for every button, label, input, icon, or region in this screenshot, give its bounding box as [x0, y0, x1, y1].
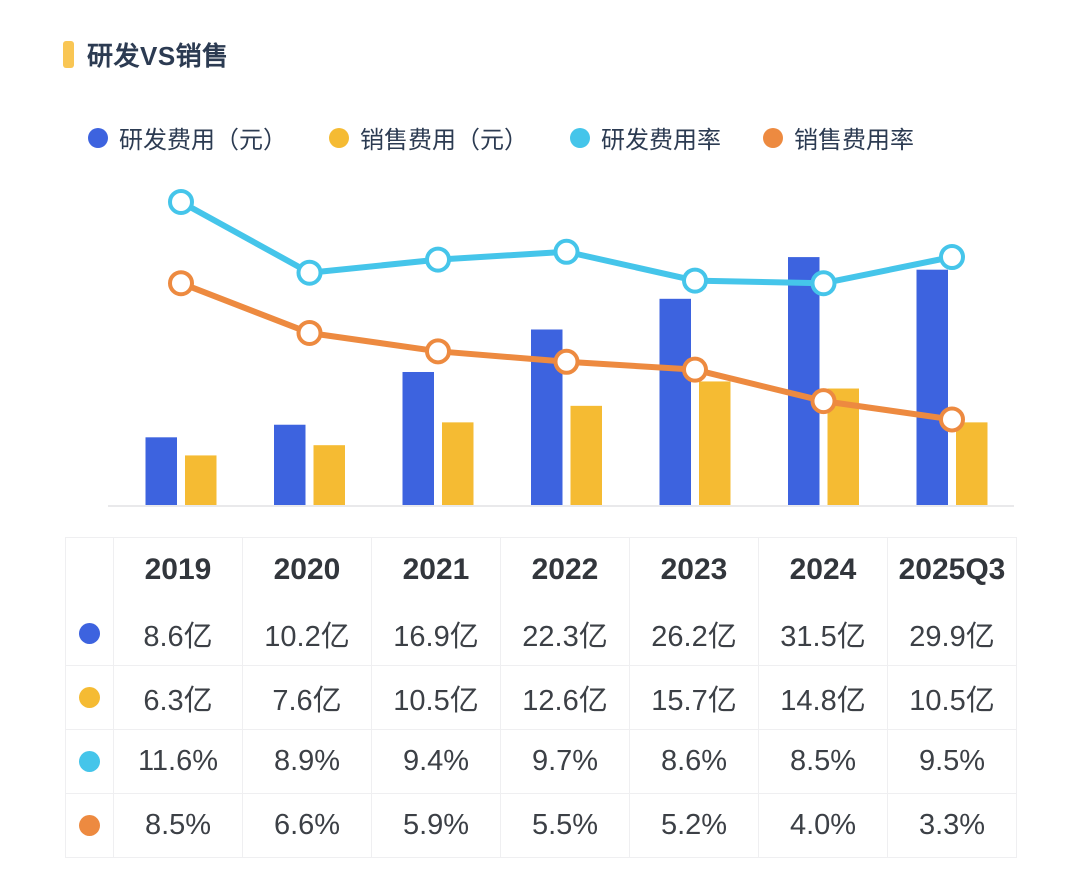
bar [185, 455, 217, 505]
table-cell: 8.5% [759, 730, 888, 794]
line-series-1 [168, 270, 965, 433]
legend-dot-icon [763, 127, 783, 148]
column-header: 2019 [114, 538, 243, 603]
table-cell: 6.3亿 [114, 666, 243, 730]
bar [699, 381, 731, 505]
legend-label: 销售费用（元） [360, 127, 528, 154]
table-cell: 10.2亿 [243, 602, 372, 666]
table-cell: 3.3% [888, 794, 1017, 858]
bar [827, 388, 859, 505]
series-dot-icon [79, 623, 100, 644]
bar [570, 405, 602, 505]
bar [788, 257, 820, 505]
bar [313, 445, 345, 505]
table-cell: 29.9亿 [888, 602, 1017, 666]
legend-label: 销售费用率 [794, 127, 914, 154]
column-header: 2020 [243, 538, 372, 603]
legend-item-rd-ratio[interactable]: 研发费用率 [570, 120, 721, 155]
data-point-marker [810, 270, 837, 297]
line-series-0 [168, 188, 965, 297]
row-series-cell [66, 666, 114, 730]
bar [916, 269, 948, 505]
series-dot-icon [79, 751, 100, 772]
data-point-marker [296, 319, 323, 346]
legend-label: 研发费用（元） [119, 127, 287, 154]
table-corner-cell [66, 538, 114, 603]
page-title: 研发VS销售 [87, 41, 229, 71]
table-cell: 7.6亿 [243, 666, 372, 730]
column-header: 2022 [501, 538, 630, 603]
table-cell: 26.2亿 [630, 602, 759, 666]
row-series-cell [66, 602, 114, 666]
data-point-marker [168, 270, 194, 297]
column-header: 2023 [630, 538, 759, 603]
data-point-marker [682, 356, 708, 383]
column-header: 2024 [759, 538, 888, 603]
data-point-marker [553, 348, 580, 375]
data-table: 2019 2020 2021 2022 2023 2024 2025Q3 8.6… [65, 537, 1017, 858]
table-cell: 4.0% [759, 794, 888, 858]
legend-item-sales-expense[interactable]: 销售费用（元） [329, 120, 528, 155]
series-dot-icon [79, 815, 100, 836]
table-cell: 6.6% [243, 794, 372, 858]
legend-label: 研发费用率 [601, 127, 721, 154]
bar [659, 298, 691, 505]
table-cell: 14.8亿 [759, 666, 888, 730]
line-path [178, 198, 955, 287]
data-point-marker [939, 406, 965, 433]
data-point-marker [553, 238, 580, 265]
table-cell: 8.9% [243, 730, 372, 794]
table-cell: 8.5% [114, 794, 243, 858]
data-point-marker [425, 338, 451, 365]
table-cell: 5.5% [501, 794, 630, 858]
data-point-marker [810, 388, 837, 415]
table-cell: 10.5亿 [888, 666, 1017, 730]
bar [956, 422, 988, 505]
data-point-marker [939, 244, 965, 270]
column-header: 2025Q3 [888, 538, 1017, 603]
data-point-marker [682, 267, 708, 294]
table-cell: 10.5亿 [372, 666, 501, 730]
table-cell: 22.3亿 [501, 602, 630, 666]
table-cell: 9.7% [501, 730, 630, 794]
table-cell: 31.5亿 [759, 602, 888, 666]
legend-item-rd-expense[interactable]: 研发费用（元） [88, 120, 287, 155]
title-accent-bar [63, 41, 74, 68]
table-cell: 11.6% [114, 730, 243, 794]
legend-dot-icon [570, 127, 590, 148]
line-path [178, 280, 955, 423]
bar-series-0 [145, 257, 948, 505]
column-header: 2021 [372, 538, 501, 603]
legend-dot-icon [329, 127, 349, 148]
bar [442, 422, 474, 505]
legend-dot-icon [88, 127, 108, 148]
page-header: 研发VS销售 [63, 36, 229, 73]
table-cell: 9.5% [888, 730, 1017, 794]
table-cell: 8.6% [630, 730, 759, 794]
row-series-cell [66, 794, 114, 858]
table-cell: 5.2% [630, 794, 759, 858]
table-cell: 9.4% [372, 730, 501, 794]
table-cell: 16.9亿 [372, 602, 501, 666]
data-point-marker [296, 259, 323, 286]
chart-legend: 研发费用（元） 销售费用（元） 研发费用率 销售费用率 [88, 120, 914, 155]
bar [402, 371, 434, 505]
bar [145, 437, 177, 505]
table-cell: 5.9% [372, 794, 501, 858]
table-cell: 8.6亿 [114, 602, 243, 666]
row-series-cell [66, 730, 114, 794]
bar [531, 329, 563, 505]
data-point-marker [425, 246, 451, 273]
table-cell: 15.7亿 [630, 666, 759, 730]
data-point-marker [168, 188, 194, 215]
table-cell: 12.6亿 [501, 666, 630, 730]
bar [274, 424, 306, 505]
legend-item-sales-ratio[interactable]: 销售费用率 [763, 120, 914, 155]
series-dot-icon [79, 687, 100, 708]
bar-series-1 [185, 381, 988, 505]
